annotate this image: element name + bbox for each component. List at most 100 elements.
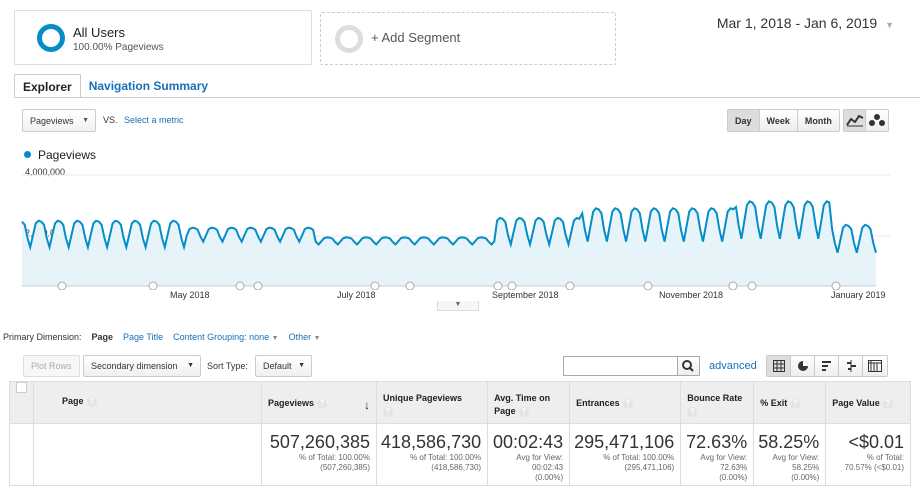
header-avg-time[interactable]: Avg. Time on Page?: [487, 381, 571, 424]
total-line3: (0.00%): [719, 473, 748, 482]
line-chart-icon[interactable]: [844, 110, 866, 131]
chevron-down-icon: ▼: [298, 362, 305, 369]
totals-checkbox-cell: [9, 423, 34, 486]
help-icon[interactable]: ?: [86, 396, 97, 407]
day-button[interactable]: Day: [728, 110, 760, 131]
table-header-row: Page? Pageviews? ↓ Unique Pageviews? Avg.…: [9, 381, 911, 424]
search-button[interactable]: [678, 356, 700, 376]
total-cell: 295,471,106% of Total: 100.00% (295,471,1…: [569, 423, 682, 486]
report-tabs: Explorer Navigation Summary: [14, 74, 216, 98]
header-exit-label: % Exit: [760, 398, 788, 408]
data-table: Page? Pageviews? ↓ Unique Pageviews? Avg.…: [9, 381, 911, 486]
help-icon[interactable]: ?: [622, 398, 633, 409]
help-icon[interactable]: ?: [383, 406, 393, 417]
table-search-input[interactable]: [563, 356, 678, 376]
tab-navigation-summary[interactable]: Navigation Summary: [88, 79, 209, 93]
select-metric-link[interactable]: Select a metric: [124, 115, 184, 125]
sort-type-select[interactable]: Default ▼: [255, 355, 312, 377]
total-line3: (0.00%): [791, 473, 820, 482]
plot-rows-button[interactable]: Plot Rows: [23, 355, 80, 377]
segment-all-users[interactable]: All Users 100.00% Pageviews: [14, 10, 312, 65]
select-all-header[interactable]: [9, 381, 34, 424]
chevron-down-icon: ▼: [271, 335, 279, 342]
primary-dimension-label: Primary Dimension:: [3, 332, 82, 342]
pie-view-icon[interactable]: [791, 356, 815, 376]
annotation-marker: [405, 281, 415, 290]
series-line: [21, 200, 877, 253]
total-line1: % of Total: 100.00%: [410, 453, 482, 462]
pageviews-chart[interactable]: [0, 160, 920, 290]
header-page[interactable]: Page?: [33, 381, 262, 424]
header-pageviews-label: Pageviews: [268, 398, 315, 408]
secondary-dimension-select[interactable]: Secondary dimension ▼: [83, 355, 201, 377]
primary-dimension-row: Primary Dimension: Page Page Title Conte…: [3, 332, 321, 342]
dimension-page[interactable]: Page: [91, 332, 114, 342]
help-icon[interactable]: ?: [687, 406, 698, 417]
header-bounce-rate[interactable]: Bounce Rate?: [680, 381, 755, 424]
segment-title: All Users: [73, 25, 126, 40]
chevron-down-icon: ▼: [313, 335, 321, 342]
x-tick-may: May 2018: [170, 290, 210, 300]
total-line1: % of Total: 100.00%: [603, 453, 675, 462]
header-unique-pageviews[interactable]: Unique Pageviews?: [375, 381, 489, 424]
help-icon[interactable]: ?: [790, 398, 801, 409]
header-page-value[interactable]: Page Value?: [825, 381, 911, 424]
motion-chart-icon[interactable]: [866, 110, 888, 131]
annotation-marker: [493, 281, 503, 290]
total-line3: (0.00%): [535, 473, 564, 482]
dimension-page-title[interactable]: Page Title: [123, 332, 164, 342]
pivot-view-icon[interactable]: [863, 356, 887, 376]
header-unique-pageviews-label: Unique Pageviews: [383, 393, 463, 403]
annotation-marker: [235, 281, 245, 290]
x-tick-november: November 2018: [659, 290, 724, 300]
sort-type-value: Default: [263, 361, 292, 371]
week-button[interactable]: Week: [759, 110, 798, 131]
other-label: Other: [288, 332, 312, 342]
total-cell: <$0.01% of Total: 70.57% (<$0.01): [825, 423, 911, 486]
help-icon[interactable]: ?: [882, 398, 893, 409]
tab-explorer[interactable]: Explorer: [14, 74, 81, 98]
comparison-view-icon[interactable]: [839, 356, 863, 376]
header-bounce-rate-label: Bounce Rate: [687, 393, 743, 403]
annotation-markers: [57, 281, 841, 290]
metric-select[interactable]: Pageviews ▼: [22, 109, 96, 132]
date-range-picker[interactable]: Mar 1, 2018 - Jan 6, 2019 ▼: [717, 15, 894, 31]
annotation-expander[interactable]: ▼: [437, 301, 479, 311]
total-line2: 70.57% (<$0.01): [844, 463, 904, 472]
help-icon[interactable]: ?: [518, 406, 529, 417]
total-cell: 72.63% Avg for View: 72.63% (0.00%): [680, 423, 755, 486]
x-tick-september: September 2018: [492, 290, 559, 300]
content-grouping-label: Content Grouping: none: [173, 332, 270, 342]
add-segment-button[interactable]: + Add Segment: [320, 12, 616, 65]
totals-page-cell: [33, 423, 262, 486]
chevron-down-icon: ▼: [454, 301, 462, 308]
header-pageviews[interactable]: Pageviews? ↓: [261, 381, 377, 424]
legend-dot-icon: [24, 151, 31, 158]
help-icon[interactable]: ?: [317, 398, 328, 409]
month-button[interactable]: Month: [797, 110, 839, 131]
sort-arrow-icon[interactable]: ↓: [364, 398, 370, 412]
x-tick-july: July 2018: [337, 290, 376, 300]
performance-view-icon[interactable]: [815, 356, 839, 376]
dimension-content-grouping[interactable]: Content Grouping: none ▼: [173, 332, 279, 342]
chevron-down-icon: ▼: [885, 20, 894, 30]
select-all-checkbox[interactable]: [16, 382, 27, 393]
total-line1: % of Total:: [866, 453, 904, 462]
total-cell: 418,586,730% of Total: 100.00% (418,586,7…: [375, 423, 489, 486]
header-entrances[interactable]: Entrances?: [569, 381, 682, 424]
total-line2: (507,260,385): [320, 463, 370, 472]
total-line2: 00:02:43: [531, 463, 564, 472]
total-value: <$0.01: [848, 432, 904, 452]
annotation-marker: [565, 281, 575, 290]
total-line1: Avg for View:: [516, 453, 564, 462]
chevron-down-icon: ▼: [187, 362, 194, 369]
dimension-other[interactable]: Other ▼: [289, 332, 321, 342]
total-value: 72.63%: [686, 432, 748, 452]
annotation-marker: [831, 281, 841, 290]
y-tick-4m: 4,000,000: [25, 167, 66, 177]
data-table-view-icon[interactable]: [767, 356, 791, 376]
advanced-filter-link[interactable]: advanced: [709, 360, 757, 372]
annotation-marker: [57, 281, 67, 290]
header-exit[interactable]: % Exit?: [753, 381, 827, 424]
total-line1: Avg for View:: [772, 453, 820, 462]
